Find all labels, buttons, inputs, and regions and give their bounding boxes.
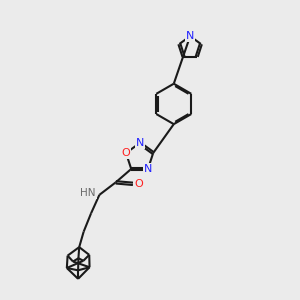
Text: O: O xyxy=(134,179,143,189)
Text: HN: HN xyxy=(80,188,96,198)
Text: N: N xyxy=(186,31,194,41)
Text: O: O xyxy=(122,148,130,158)
Text: N: N xyxy=(135,138,144,148)
Text: N: N xyxy=(144,164,152,174)
